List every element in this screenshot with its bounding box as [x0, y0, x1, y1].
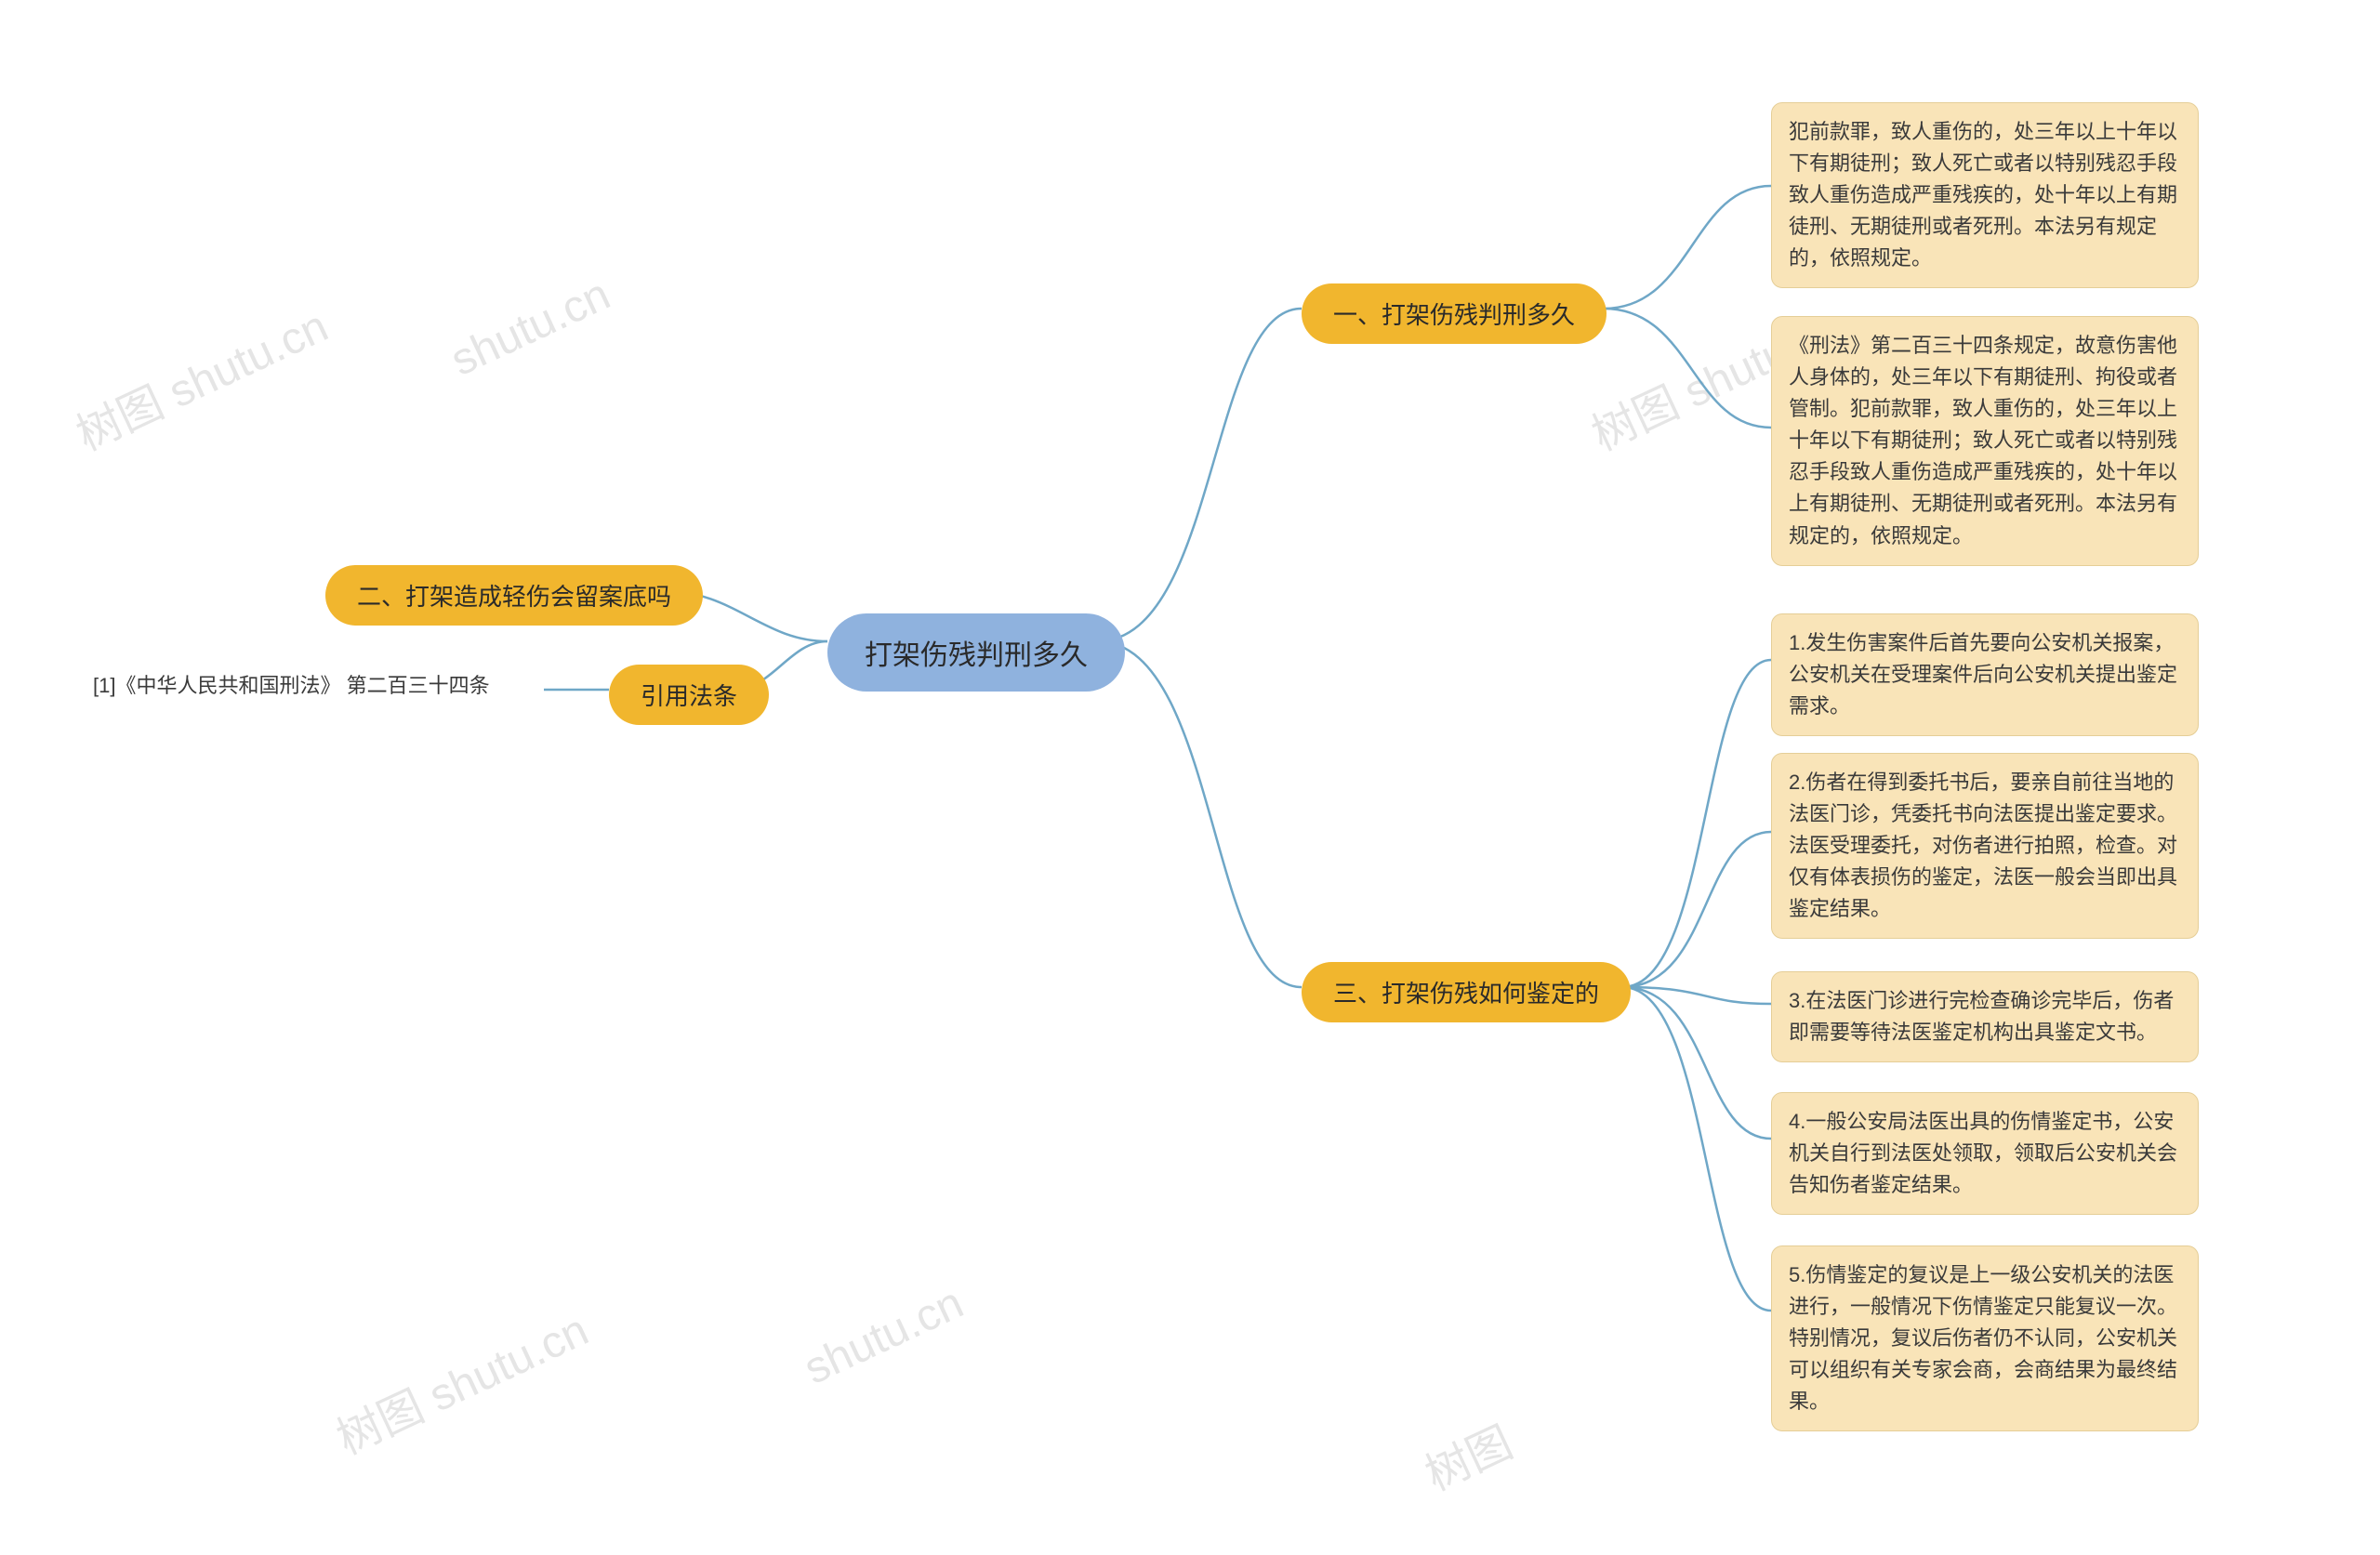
leaf-3-5: 5.伤情鉴定的复议是上一级公安机关的法医进行，一般情况下伤情鉴定只能复议一次。特…	[1771, 1245, 2199, 1431]
branch-node-1[interactable]: 一、打架伤残判刑多久	[1302, 283, 1606, 344]
leaf-1-2: 《刑法》第二百三十四条规定，故意伤害他人身体的，处三年以下有期徒刑、拘役或者管制…	[1771, 316, 2199, 566]
center-node[interactable]: 打架伤残判刑多久	[827, 613, 1125, 692]
leaf-ref-1: [1]《中华人民共和国刑法》 第二百三十四条	[93, 669, 490, 699]
watermark: shutu.cn	[797, 1277, 972, 1395]
branch-node-2[interactable]: 二、打架造成轻伤会留案底吗	[325, 565, 703, 626]
watermark: shutu.cn	[443, 269, 618, 387]
leaf-1-1: 犯前款罪，致人重伤的，处三年以上十年以下有期徒刑；致人死亡或者以特别残忍手段致人…	[1771, 102, 2199, 288]
branch-node-3[interactable]: 三、打架伤残如何鉴定的	[1302, 962, 1631, 1022]
leaf-3-4: 4.一般公安局法医出具的伤情鉴定书，公安机关自行到法医处领取，领取后公安机关会告…	[1771, 1092, 2199, 1215]
leaf-3-3: 3.在法医门诊进行完检查确诊完毕后，伤者即需要等待法医鉴定机构出具鉴定文书。	[1771, 971, 2199, 1062]
branch-node-refs[interactable]: 引用法条	[609, 665, 769, 725]
watermark: 树图 shutu.cn	[64, 290, 337, 463]
leaf-3-1: 1.发生伤害案件后首先要向公安机关报案，公安机关在受理案件后向公安机关提出鉴定需…	[1771, 613, 2199, 736]
leaf-3-2: 2.伤者在得到委托书后，要亲自前往当地的法医门诊，凭委托书向法医提出鉴定要求。法…	[1771, 753, 2199, 939]
watermark: 树图	[1413, 1406, 1522, 1503]
watermark: 树图 shutu.cn	[324, 1294, 597, 1467]
